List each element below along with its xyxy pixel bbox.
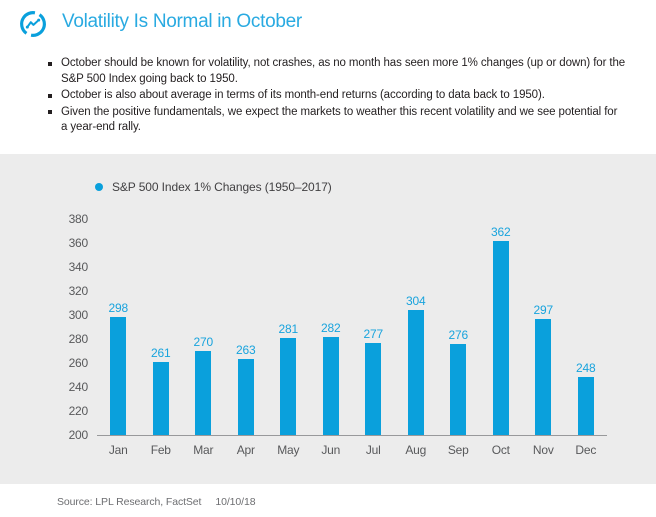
bar: [280, 337, 297, 435]
y-tick-label: 380: [68, 212, 89, 226]
bullet-list: October should be known for volatility, …: [48, 56, 626, 137]
chart-panel: S&P 500 Index 1% Changes (1950–2017) 380…: [0, 154, 656, 484]
bar-column: 297: [522, 219, 565, 435]
y-tick-label: 240: [68, 380, 89, 394]
bar-column: 304: [395, 219, 438, 435]
bar-value-label: 281: [278, 321, 299, 336]
x-tick-label: Jul: [365, 443, 381, 457]
x-tick-label: Nov: [532, 443, 554, 457]
x-tick-label: Jun: [321, 443, 341, 457]
bar: [237, 359, 254, 435]
bar-column: 298: [97, 219, 140, 435]
x-tick-label: Oct: [491, 443, 510, 457]
x-tick-label: Feb: [150, 443, 171, 457]
x-tick-label: Mar: [193, 443, 214, 457]
x-tick-label: Aug: [405, 443, 427, 457]
bar: [535, 318, 552, 435]
bar: [492, 240, 509, 435]
x-tick-label: Apr: [236, 443, 255, 457]
bar-value-label: 297: [533, 302, 554, 317]
x-axis: Jan Feb Mar Apr May Jun Jul Aug Sep Oct Nov Dec: [97, 443, 607, 457]
bar-value-label: 362: [491, 224, 511, 239]
bar-value-label: 276: [448, 327, 469, 342]
source-text: Source: LPL Research, FactSet: [57, 496, 202, 508]
trend-circle-icon: [20, 11, 46, 37]
source-note: Source: LPL Research, FactSet 10/10/18: [57, 496, 256, 508]
legend-marker-icon: [95, 183, 103, 191]
bar-column: 276: [437, 219, 480, 435]
bar: [407, 310, 424, 435]
bar-value-label: 282: [321, 320, 341, 335]
bar-column: 277: [352, 219, 395, 435]
bar-value-label: 248: [576, 361, 596, 376]
bar-value-label: 298: [108, 301, 129, 316]
y-tick-label: 260: [68, 356, 89, 370]
y-tick-label: 320: [68, 284, 89, 298]
y-tick-label: 200: [68, 428, 89, 442]
y-tick-label: 300: [68, 308, 89, 322]
bar: [322, 336, 339, 435]
bar-column: 263: [225, 219, 268, 435]
bar-value-label: 270: [193, 335, 214, 349]
legend: S&P 500 Index 1% Changes (1950–2017): [95, 180, 332, 194]
y-tick-label: 280: [68, 332, 89, 346]
bar-column: 281: [267, 219, 310, 435]
bar: [195, 351, 212, 435]
bar-value-label: 263: [236, 343, 256, 358]
bullet-item: Given the positive fundamentals, we expe…: [48, 105, 626, 136]
bar-value-label: 304: [406, 294, 426, 309]
bar-column: 270: [182, 219, 225, 435]
bullet-item: October is also about average in terms o…: [48, 88, 626, 104]
x-tick-label: May: [277, 443, 300, 457]
y-axis: 380 360 340 320 300 280 260 240 220 200: [40, 212, 89, 442]
bar-column: 261: [140, 219, 183, 435]
y-tick-label: 340: [68, 260, 89, 274]
source-date: 10/10/18: [215, 496, 256, 508]
bar: [577, 377, 594, 435]
x-tick-label: Jan: [108, 443, 128, 457]
x-tick-label: Sep: [447, 443, 469, 457]
bar: [110, 317, 127, 435]
plot-area: 298 261 270 263 281 282 277 304 276 362 297 248 Jan…: [97, 219, 607, 457]
bar: [152, 361, 169, 435]
bar-series: 298 261 270 263 281 282 277 304 276 362 297 248: [97, 219, 607, 436]
legend-label: S&P 500 Index 1% Changes (1950–2017): [112, 180, 332, 194]
bullet-item: October should be known for volatility, …: [48, 56, 626, 87]
y-tick-label: 360: [68, 236, 89, 250]
bar-value-label: 261: [151, 345, 171, 360]
bar-column: 282: [310, 219, 353, 435]
bar: [365, 342, 382, 435]
x-tick-label: Dec: [575, 443, 597, 457]
page-title: Volatility Is Normal in October: [62, 11, 302, 32]
bar-value-label: 277: [363, 326, 384, 341]
bar-column: 248: [565, 219, 608, 435]
bar: [450, 343, 467, 435]
bar-column: 362: [480, 219, 523, 435]
y-tick-label: 220: [68, 404, 89, 418]
